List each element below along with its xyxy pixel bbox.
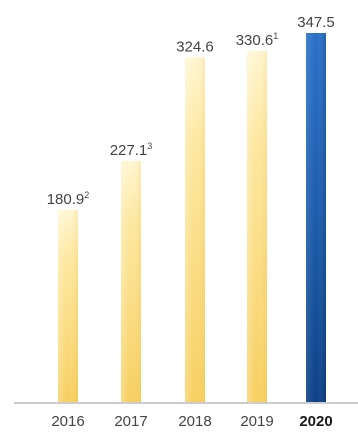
footnote-marker: 3 — [147, 141, 152, 151]
footnote-marker: 1 — [273, 31, 278, 41]
value-label-2016: 180.92 — [47, 190, 90, 208]
bars-layer — [58, 33, 326, 402]
bar-sheen-2019 — [247, 50, 267, 402]
bar-sheen-2018 — [185, 57, 205, 402]
x-tick-label-2016: 2016 — [51, 413, 84, 428]
footnote-marker: 2 — [84, 190, 89, 200]
value-label-2017: 227.13 — [110, 141, 153, 159]
x-tick-label-2020: 2020 — [299, 413, 332, 428]
x-tick-label-2017: 2017 — [114, 413, 147, 428]
value-label-2018: 324.6 — [176, 38, 214, 55]
x-tick-label-2019: 2019 — [240, 413, 273, 428]
x-tick-labels-layer: 2016 2017 2018 2019 2020 — [51, 413, 332, 430]
value-labels-layer: 180.92 227.13 324.6 330.61 347.5 — [47, 14, 335, 208]
bar-sheen-2020 — [306, 33, 326, 402]
bar-sheen-2016 — [58, 209, 78, 402]
value-label-2020: 347.5 — [297, 14, 335, 31]
value-label-2019: 330.61 — [236, 31, 279, 49]
x-tick-label-2018: 2018 — [178, 413, 211, 428]
bar-sheen-2017 — [121, 160, 141, 402]
